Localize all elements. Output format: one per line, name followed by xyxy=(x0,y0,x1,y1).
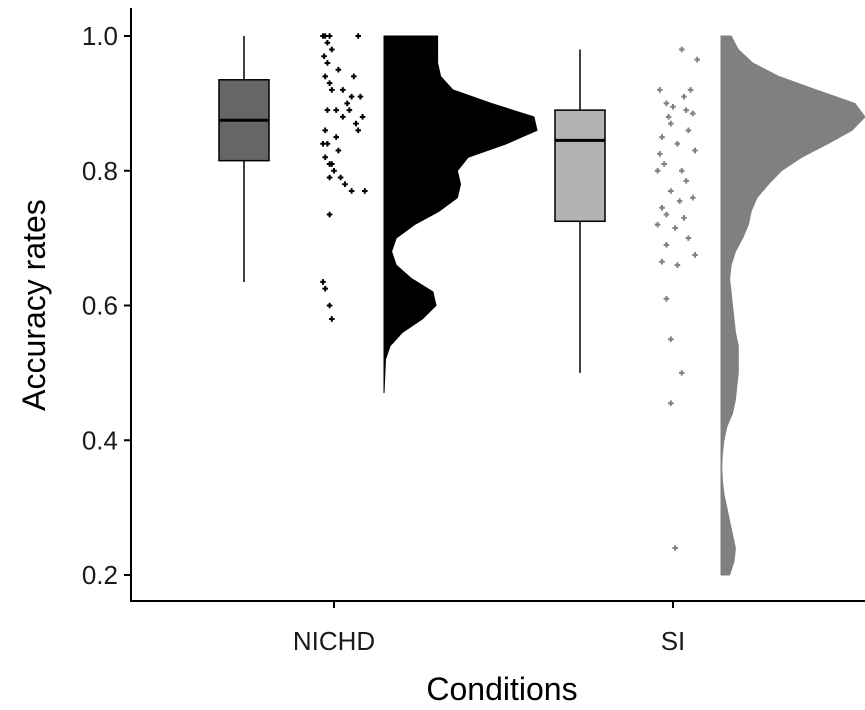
y-tick-label: 0.2 xyxy=(82,560,118,590)
data-point xyxy=(326,211,333,218)
x-tick-label: NICHD xyxy=(293,626,375,656)
x-axis-ticks: NICHD SI xyxy=(293,601,685,656)
data-point xyxy=(659,134,665,140)
data-point xyxy=(654,221,661,228)
y-axis-title: Accuracy rates xyxy=(16,199,52,411)
data-point xyxy=(681,215,687,221)
y-tick-label: 1.0 xyxy=(82,21,118,51)
density-cloud xyxy=(720,35,865,576)
data-point xyxy=(663,100,670,107)
data-point xyxy=(659,205,665,211)
data-point xyxy=(355,33,361,39)
data-point xyxy=(685,235,692,241)
data-point xyxy=(692,147,698,154)
data-point xyxy=(355,127,361,134)
data-point xyxy=(659,258,665,265)
data-point xyxy=(329,161,335,167)
data-point xyxy=(326,174,333,181)
series-group-nichd xyxy=(218,33,538,394)
y-tick-label: 0.4 xyxy=(82,425,118,455)
data-point xyxy=(694,56,700,63)
data-point xyxy=(326,80,333,86)
y-axis-ticks: 0.2 0.4 0.6 0.8 1.0 xyxy=(82,21,131,590)
plot-area xyxy=(218,33,865,576)
data-point xyxy=(329,46,335,53)
x-axis-title: Conditions xyxy=(426,671,577,707)
density-cloud xyxy=(383,35,538,394)
data-point xyxy=(674,262,681,268)
data-point xyxy=(329,316,335,322)
data-point xyxy=(668,400,674,406)
data-point xyxy=(322,285,328,292)
data-point xyxy=(674,141,681,147)
data-point xyxy=(672,225,678,231)
data-point xyxy=(668,336,674,342)
data-point xyxy=(657,151,663,157)
data-point xyxy=(322,73,328,80)
data-point xyxy=(676,198,683,204)
data-point xyxy=(665,114,672,120)
data-point xyxy=(690,194,696,201)
data-point xyxy=(679,370,685,376)
data-point xyxy=(690,110,696,117)
data-point xyxy=(654,167,661,174)
data-point xyxy=(333,107,339,113)
data-point xyxy=(344,100,350,107)
data-point xyxy=(324,60,331,66)
x-tick-label: SI xyxy=(661,626,686,656)
data-point xyxy=(346,107,353,113)
data-point xyxy=(329,87,335,93)
data-point xyxy=(668,120,674,127)
data-point xyxy=(670,103,676,110)
data-point xyxy=(321,53,327,60)
data-point xyxy=(342,181,348,188)
series-group-si xyxy=(554,35,865,576)
data-point xyxy=(331,167,337,174)
y-tick-label: 0.6 xyxy=(82,291,118,321)
data-point xyxy=(685,127,692,134)
data-point xyxy=(324,39,331,46)
data-point xyxy=(337,174,344,181)
data-point xyxy=(661,161,667,167)
box-iqr xyxy=(554,109,606,223)
data-point xyxy=(362,188,368,194)
data-point xyxy=(322,127,328,134)
data-point xyxy=(348,188,355,194)
data-point xyxy=(322,154,328,161)
data-point xyxy=(324,141,331,147)
data-point xyxy=(351,73,357,80)
data-point xyxy=(687,87,694,93)
y-tick-label: 0.8 xyxy=(82,156,118,186)
data-point xyxy=(663,295,670,302)
data-point xyxy=(333,134,339,140)
data-point xyxy=(324,107,331,113)
data-point xyxy=(326,302,333,309)
data-point xyxy=(668,188,674,194)
data-point xyxy=(320,279,326,285)
data-point xyxy=(340,114,346,120)
data-point xyxy=(692,252,698,258)
data-point xyxy=(359,114,366,120)
data-point xyxy=(357,93,364,100)
data-point xyxy=(679,46,685,53)
data-point xyxy=(340,87,346,93)
data-point xyxy=(663,211,670,218)
data-point xyxy=(672,545,678,551)
data-point xyxy=(681,93,687,100)
data-point xyxy=(683,178,689,184)
data-point xyxy=(679,167,685,174)
data-point xyxy=(348,93,355,100)
data-point xyxy=(657,87,663,93)
data-point xyxy=(663,242,670,248)
data-point xyxy=(353,120,359,127)
data-point xyxy=(335,66,342,73)
data-point xyxy=(326,33,333,39)
data-point xyxy=(335,147,342,154)
data-point xyxy=(683,107,689,113)
